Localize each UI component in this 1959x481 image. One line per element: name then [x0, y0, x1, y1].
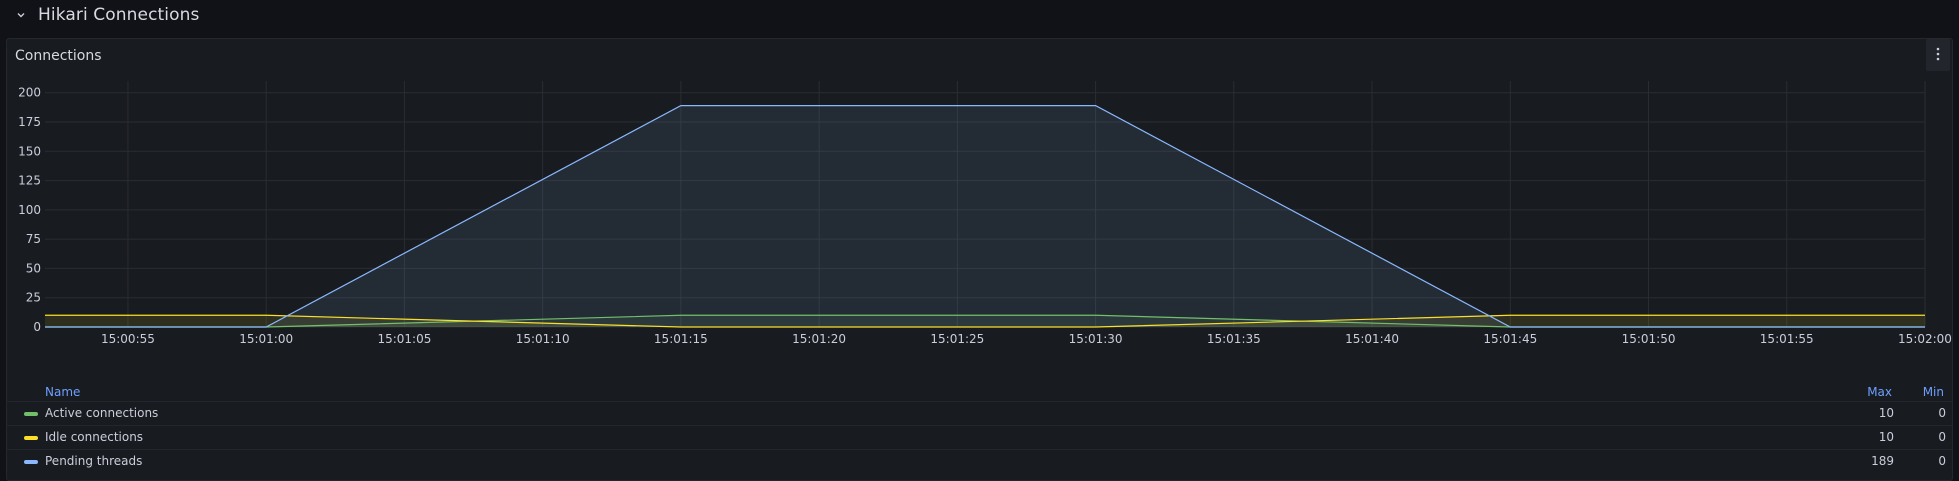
x-tick-label: 15:01:55	[1760, 332, 1814, 346]
legend-max-value: 10	[1878, 406, 1894, 420]
legend-series-name[interactable]: Idle connections	[45, 430, 144, 444]
legend-swatch	[24, 460, 38, 464]
legend-table: Name Max Min Active connections 10 0 Idl…	[7, 383, 1952, 473]
x-tick-label: 15:01:05	[377, 332, 431, 346]
series-idle-connections-area	[45, 315, 1925, 327]
panel-menu-button[interactable]	[1926, 39, 1950, 71]
chart-area[interactable]: 0 25 50 75 100 125 150 175 200 15:00:55 15:01:00 15…	[7, 73, 1952, 403]
x-tick-label: 15:01:10	[516, 332, 570, 346]
kebab-menu-icon	[1936, 46, 1940, 65]
series-pending-threads-line	[45, 105, 1925, 328]
connections-chart[interactable]: 0 25 50 75 100 125 150 175 200 15:00:55 15:01:00 15…	[7, 73, 1952, 403]
chevron-down-icon[interactable]	[12, 6, 30, 24]
connections-panel: Connections 0 25 50 75 100 125 150 175 200 15:00:…	[6, 38, 1953, 481]
x-tick-label: 15:01:00	[239, 332, 293, 346]
y-tick-label: 175	[18, 115, 41, 129]
legend-row-active[interactable]: Active connections 10 0	[7, 401, 1952, 425]
y-tick-label: 125	[18, 174, 41, 188]
legend-series-name[interactable]: Pending threads	[45, 454, 143, 468]
x-tick-label: 15:01:25	[930, 332, 984, 346]
x-tick-label: 15:01:20	[792, 332, 846, 346]
panel-title: Connections	[15, 48, 102, 64]
y-tick-label: 50	[26, 261, 41, 275]
y-tick-label: 75	[26, 232, 41, 246]
series-active-connections-area	[45, 315, 1925, 327]
x-tick-label: 15:01:50	[1622, 332, 1676, 346]
row-title: Hikari Connections	[38, 5, 200, 25]
legend-header: Name Max Min	[7, 383, 1952, 401]
legend-swatch	[24, 436, 38, 440]
legend-col-max[interactable]: Max	[1867, 385, 1892, 399]
x-tick-label: 15:01:45	[1483, 332, 1537, 346]
dashboard-row-header[interactable]: Hikari Connections	[0, 0, 1959, 30]
series-pending-threads-area	[45, 105, 1925, 327]
y-tick-label: 150	[18, 144, 41, 158]
x-tick-label: 15:01:30	[1069, 332, 1123, 346]
x-tick-label: 15:01:40	[1345, 332, 1399, 346]
y-tick-label: 0	[33, 320, 41, 334]
legend-min-value: 0	[1938, 406, 1946, 420]
legend-series-name[interactable]: Active connections	[45, 406, 159, 420]
legend-col-name[interactable]: Name	[45, 385, 81, 399]
y-tick-label: 200	[18, 86, 41, 100]
legend-min-value: 0	[1938, 430, 1946, 444]
legend-swatch	[24, 412, 38, 416]
legend-max-value: 10	[1878, 430, 1894, 444]
legend-row-pending[interactable]: Pending threads 189 0	[7, 449, 1952, 473]
legend-row-idle[interactable]: Idle connections 10 0	[7, 425, 1952, 449]
x-tick-label: 15:00:55	[101, 332, 155, 346]
y-tick-label: 100	[18, 203, 41, 217]
x-tick-label: 15:01:15	[654, 332, 708, 346]
legend-col-min[interactable]: Min	[1922, 385, 1944, 399]
x-tick-label: 15:02:00	[1898, 332, 1952, 346]
legend-max-value: 189	[1871, 454, 1894, 468]
series-idle-connections-line	[45, 314, 1925, 328]
panel-header[interactable]: Connections	[7, 39, 1952, 73]
y-tick-label: 25	[26, 291, 41, 305]
x-tick-label: 15:01:35	[1207, 332, 1261, 346]
legend-min-value: 0	[1938, 454, 1946, 468]
